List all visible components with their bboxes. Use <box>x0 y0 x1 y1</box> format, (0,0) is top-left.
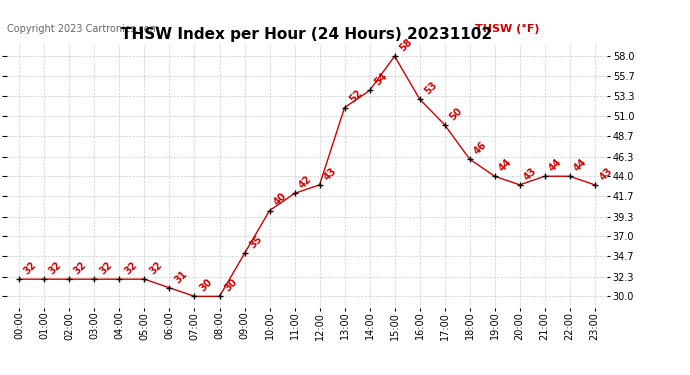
Text: 31: 31 <box>172 268 189 285</box>
Text: 44: 44 <box>497 157 514 174</box>
Text: 40: 40 <box>273 191 289 208</box>
Text: 50: 50 <box>447 105 464 122</box>
Text: 32: 32 <box>97 260 114 276</box>
Text: 32: 32 <box>72 260 89 276</box>
Text: THSW (°F): THSW (°F) <box>475 24 540 34</box>
Text: 30: 30 <box>197 277 214 294</box>
Text: 32: 32 <box>122 260 139 276</box>
Text: 52: 52 <box>347 88 364 105</box>
Text: 30: 30 <box>222 277 239 294</box>
Text: 43: 43 <box>522 165 539 182</box>
Text: 32: 32 <box>147 260 164 276</box>
Text: 54: 54 <box>373 71 389 88</box>
Text: 58: 58 <box>397 37 414 53</box>
Text: 32: 32 <box>22 260 39 276</box>
Text: Copyright 2023 Cartronics.com: Copyright 2023 Cartronics.com <box>7 24 159 34</box>
Text: 42: 42 <box>297 174 314 190</box>
Text: 43: 43 <box>322 165 339 182</box>
Title: THSW Index per Hour (24 Hours) 20231102: THSW Index per Hour (24 Hours) 20231102 <box>121 27 493 42</box>
Text: 43: 43 <box>598 165 614 182</box>
Text: 44: 44 <box>573 157 589 174</box>
Text: 46: 46 <box>473 140 489 156</box>
Text: 44: 44 <box>547 157 564 174</box>
Text: 32: 32 <box>47 260 63 276</box>
Text: 53: 53 <box>422 80 439 96</box>
Text: 35: 35 <box>247 234 264 250</box>
